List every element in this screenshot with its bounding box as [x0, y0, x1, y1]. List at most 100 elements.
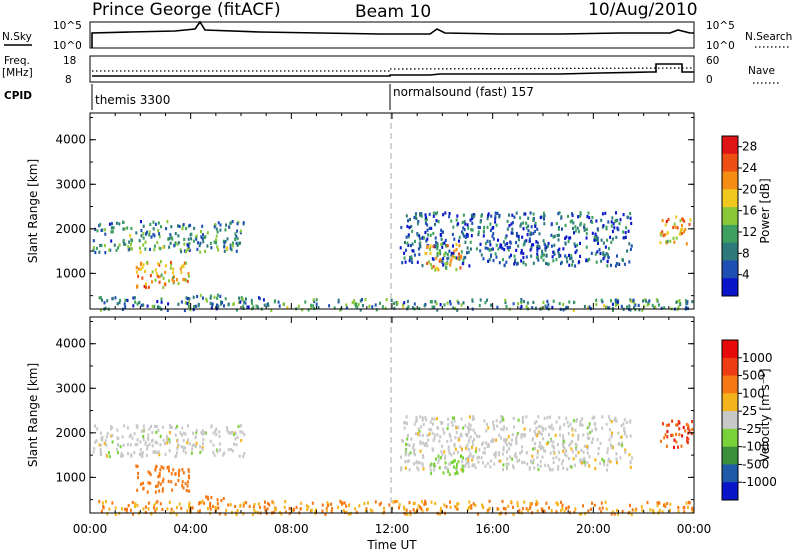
data-cell — [544, 427, 547, 431]
data-cell — [629, 298, 632, 302]
data-cell — [183, 249, 186, 253]
data-cell — [175, 454, 178, 458]
data-cell — [615, 262, 618, 266]
data-cell — [675, 300, 678, 304]
data-cell — [410, 224, 413, 229]
data-cell — [615, 452, 618, 456]
data-cell — [510, 438, 513, 442]
data-cell — [421, 433, 424, 437]
data-cell — [206, 231, 209, 235]
data-cell — [239, 503, 242, 507]
data-cell — [563, 423, 566, 427]
data-cell — [594, 467, 597, 471]
data-cell — [676, 226, 679, 230]
data-cell — [480, 443, 483, 447]
data-cell — [400, 466, 403, 470]
data-cell — [406, 459, 409, 464]
beam-title: Beam 10 — [355, 2, 431, 22]
data-cell — [162, 245, 165, 250]
data-cell — [563, 446, 566, 450]
data-cell — [691, 300, 694, 304]
data-cell — [665, 444, 668, 448]
data-cell — [558, 458, 561, 462]
data-cell — [419, 415, 422, 419]
data-cell — [132, 296, 135, 300]
data-cell — [500, 427, 503, 431]
data-cell — [142, 437, 145, 442]
data-cell — [449, 263, 452, 267]
data-cell — [631, 508, 634, 512]
data-cell — [383, 506, 385, 510]
data-cell — [468, 264, 471, 268]
data-cell — [417, 220, 420, 224]
data-cell — [515, 441, 518, 445]
data-cell — [411, 249, 414, 253]
data-cell — [600, 501, 603, 505]
data-cell — [149, 473, 152, 477]
data-cell — [558, 302, 561, 306]
data-cell — [502, 468, 504, 472]
data-cell — [510, 443, 513, 447]
data-cell — [210, 496, 213, 500]
data-cell — [433, 417, 436, 421]
data-cell — [120, 451, 123, 456]
data-cell — [470, 234, 473, 238]
data-cell — [198, 509, 201, 513]
data-cell — [585, 227, 588, 231]
data-cell — [348, 503, 351, 507]
data-cell — [198, 244, 201, 248]
data-cell — [219, 442, 222, 446]
data-cell — [643, 304, 646, 308]
data-cell — [562, 449, 565, 453]
data-cell — [111, 230, 114, 234]
data-cell — [495, 419, 498, 423]
data-cell — [186, 509, 189, 513]
data-cell — [402, 439, 405, 443]
data-cell — [506, 467, 509, 471]
data-cell — [448, 212, 451, 216]
data-cell — [532, 243, 535, 247]
data-cell — [211, 504, 214, 509]
data-cell — [608, 415, 610, 419]
data-cell — [421, 416, 424, 420]
data-cell — [371, 509, 374, 513]
data-cell — [355, 302, 358, 306]
data-cell — [461, 220, 464, 225]
data-cell — [623, 426, 626, 430]
data-cell — [628, 242, 631, 246]
data-cell — [445, 265, 448, 269]
data-cell — [130, 247, 133, 251]
data-cell — [502, 448, 505, 452]
data-cell — [613, 512, 616, 516]
data-cell — [508, 224, 511, 228]
data-cell — [577, 434, 580, 438]
data-cell — [145, 232, 147, 236]
data-cell — [215, 432, 218, 437]
data-cell — [550, 509, 553, 513]
data-cell — [514, 452, 517, 456]
data-cell — [498, 213, 501, 218]
data-cell — [209, 507, 212, 511]
data-cell — [607, 220, 610, 224]
data-cell — [436, 251, 439, 256]
data-cell — [99, 448, 102, 452]
data-cell — [446, 244, 449, 248]
data-cell — [488, 499, 491, 503]
data-cell — [510, 253, 512, 257]
data-cell — [394, 500, 397, 504]
data-cell — [450, 453, 453, 457]
data-cell — [610, 299, 612, 303]
data-cell — [273, 510, 275, 514]
data-cell — [553, 243, 556, 247]
data-cell — [406, 442, 409, 447]
data-cell — [622, 230, 625, 234]
data-cell — [511, 213, 514, 217]
data-cell — [480, 214, 483, 218]
data-cell — [461, 230, 463, 234]
data-cell — [551, 468, 554, 472]
data-cell — [201, 429, 204, 433]
data-cell — [411, 260, 414, 264]
data-cell — [167, 479, 170, 483]
data-cell — [515, 240, 517, 245]
